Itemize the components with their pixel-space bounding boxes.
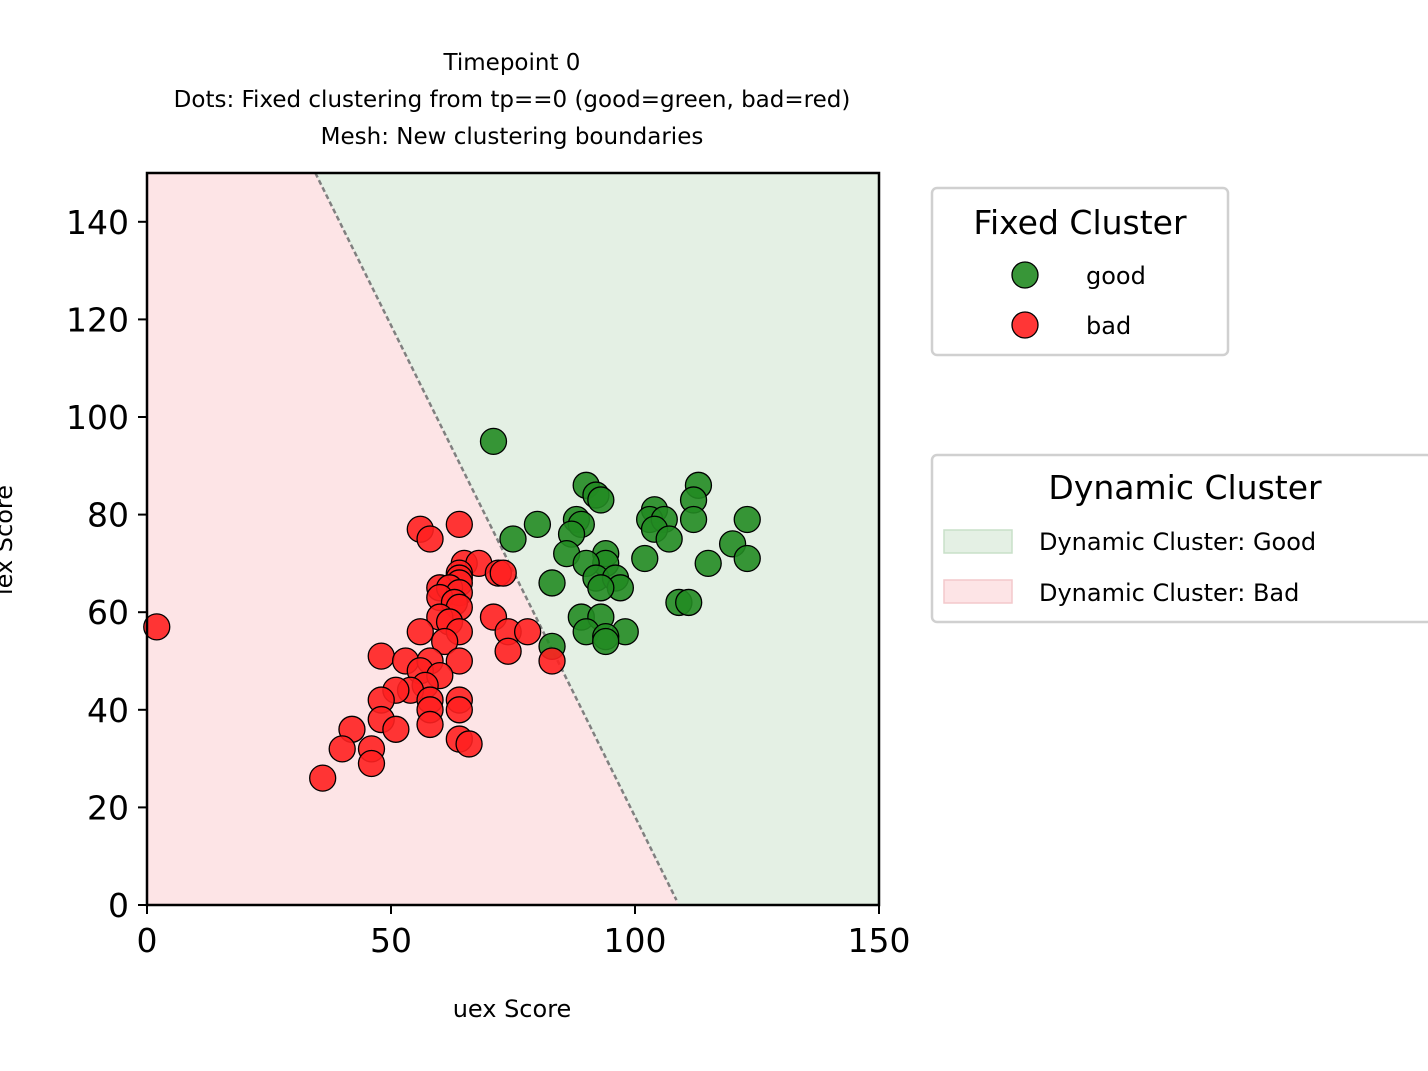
bad-point [445, 510, 473, 539]
bad-point [445, 696, 473, 724]
bad-point [455, 730, 483, 758]
good-point [523, 510, 552, 539]
y-tick-label: 20 [87, 788, 129, 827]
good-point [499, 525, 527, 553]
decision-boundary-line [314, 172, 678, 901]
chart-title-line-2: Dots: Fixed clustering from tp==0 (good=… [174, 87, 851, 113]
legend-dynamic-bad-label: Dynamic Cluster: Bad [1039, 579, 1299, 607]
chart-title-line-3: Mesh: New clustering boundaries [321, 124, 704, 150]
legend-fixed-cluster: Fixed Cluster good bad [930, 186, 1230, 357]
y-tick-label: 100 [66, 398, 129, 437]
legend-fixed-cluster-title: Fixed Cluster [973, 203, 1187, 242]
chart-title: Timepoint 0 Dots: Fixed clustering from … [174, 50, 851, 150]
legend-dynamic-good-label: Dynamic Cluster: Good [1039, 528, 1316, 556]
y-tick-label: 80 [87, 496, 129, 535]
plot-area [143, 171, 881, 907]
y-axis-label: lex Score [0, 485, 18, 595]
good-region [315, 173, 879, 905]
good-point [733, 544, 761, 573]
good-point [655, 525, 683, 553]
y-tick-label: 120 [66, 300, 129, 339]
bad-point [367, 642, 395, 670]
chart-title-line-1: Timepoint 0 [443, 50, 581, 76]
scatter-points [143, 427, 761, 792]
legend-dynamic-cluster: Dynamic Cluster Dynamic Cluster: Good Dy… [930, 453, 1428, 624]
good-point [631, 544, 659, 573]
y-tick-label: 0 [108, 886, 129, 925]
good-point [733, 505, 761, 534]
bad-point [513, 618, 542, 646]
legend-dynamic-cluster-box [930, 453, 1428, 624]
x-axis-label: uex Score [453, 995, 572, 1023]
y-tick-label: 60 [87, 593, 129, 632]
bad-point [357, 749, 386, 778]
good-point [675, 588, 703, 617]
legend-good-marker [1011, 261, 1039, 289]
bad-point [406, 618, 434, 646]
bad-point [538, 647, 566, 675]
y-tick-label: 140 [66, 203, 129, 242]
legend-bad-label: bad [1086, 312, 1131, 340]
bad-point [494, 637, 522, 665]
legend-good-label: good [1086, 262, 1146, 290]
legend-bad-marker [1011, 311, 1039, 339]
bad-point [431, 627, 459, 656]
x-axis: 0 50 100 150 [137, 905, 911, 960]
bad-point [309, 764, 337, 792]
bad-point [489, 559, 517, 587]
bad-point [328, 735, 356, 763]
bad-point [416, 525, 444, 553]
legend-dynamic-cluster-title: Dynamic Cluster [1048, 468, 1322, 507]
bad-point [143, 613, 171, 641]
good-point [592, 627, 620, 656]
x-tick-label: 150 [848, 921, 911, 960]
plot-frame [145, 171, 881, 907]
legend-dynamic-good-patch [943, 529, 1013, 554]
good-point [587, 574, 615, 602]
x-tick-label: 0 [137, 921, 158, 960]
y-axis: 0 20 40 60 80 100 120 140 [66, 203, 147, 925]
legend-fixed-cluster-box [930, 186, 1230, 357]
x-tick-label: 50 [370, 921, 412, 960]
good-point [587, 486, 615, 514]
good-point [679, 505, 708, 534]
good-point [538, 569, 566, 597]
legend-dynamic-bad-patch [943, 579, 1013, 604]
bad-point [445, 647, 473, 675]
x-tick-label: 100 [604, 921, 667, 960]
good-point [479, 427, 508, 456]
bad-point [382, 715, 410, 743]
bad-point [416, 710, 444, 739]
y-tick-label: 40 [87, 691, 129, 730]
good-point [694, 549, 722, 578]
